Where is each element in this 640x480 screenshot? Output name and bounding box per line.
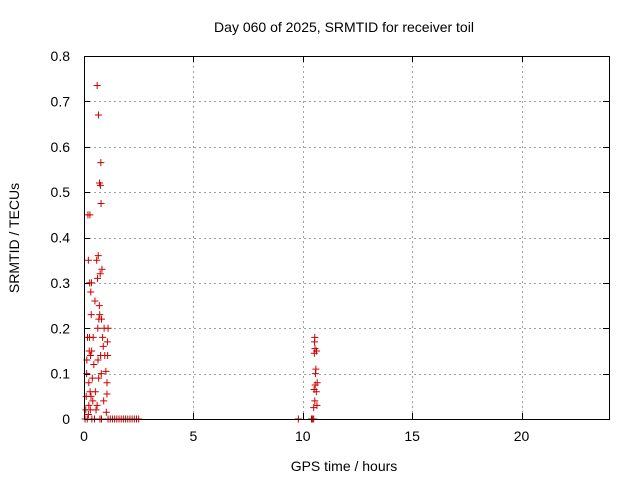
data-point: [89, 333, 97, 341]
data-point: [87, 351, 95, 359]
data-point: [312, 388, 320, 396]
data-point: [98, 315, 105, 323]
y-axis-title: SRMTID / TECUs: [6, 183, 22, 293]
data-point: [96, 181, 104, 189]
data-point: [313, 347, 321, 355]
data-point: [90, 361, 98, 369]
y-tick-label: 0.1: [51, 366, 71, 382]
y-tick-label: 0.2: [51, 320, 71, 336]
data-point: [94, 274, 102, 282]
data-point: [84, 410, 92, 418]
data-point: [311, 397, 319, 405]
data-point: [93, 256, 101, 264]
x-tick-label: 10: [295, 428, 311, 444]
data-point: [96, 311, 104, 319]
x-tick-label: 20: [514, 428, 530, 444]
data-point: [94, 111, 102, 119]
data-point: [313, 401, 321, 409]
x-axis-title: GPS time / hours: [291, 458, 398, 474]
x-tick-label: 5: [189, 428, 197, 444]
x-axis-tick-labels: 0 5 10 15 20: [80, 428, 529, 444]
data-point: [87, 392, 95, 400]
data-point: [93, 401, 101, 409]
data-point: [99, 342, 107, 350]
y-tick-label: 0.8: [51, 48, 71, 64]
data-point: [103, 390, 111, 398]
data-point: [86, 211, 94, 219]
data-point: [85, 401, 93, 409]
data-point: [91, 297, 99, 305]
chart-title: Day 060 of 2025, SRMTID for receiver toi…: [214, 19, 474, 35]
data-point: [84, 256, 92, 264]
x-tick-label: 15: [404, 428, 420, 444]
data-point: [96, 270, 104, 278]
axis-ticks: [84, 56, 609, 420]
y-tick-label: 0.7: [51, 93, 71, 109]
y-tick-label: 0.3: [51, 275, 71, 291]
data-point: [85, 379, 93, 387]
data-point: [88, 374, 96, 382]
data-point: [313, 379, 321, 387]
data-point: [102, 367, 110, 375]
y-tick-label: 0.5: [51, 184, 71, 200]
data-point: [95, 302, 103, 310]
data-point: [87, 288, 95, 296]
data-point: [104, 351, 112, 359]
data-point: [97, 199, 105, 207]
data-point: [312, 365, 320, 373]
data-point: [94, 324, 102, 332]
data-point: [91, 388, 99, 396]
data-point: [93, 81, 101, 89]
y-axis-tick-labels: 0 0.1 0.2 0.3 0.4 0.5 0.6 0.7 0.8: [51, 48, 71, 427]
data-point: [99, 333, 107, 341]
data-point: [88, 347, 96, 355]
grid-lines: [84, 56, 609, 419]
y-tick-label: 0: [62, 411, 70, 427]
data-point: [100, 397, 108, 405]
data-point: [103, 338, 111, 346]
data-point: [97, 159, 105, 167]
y-tick-label: 0.6: [51, 139, 71, 155]
data-points: [81, 81, 321, 423]
data-point: [94, 356, 102, 364]
data-point: [87, 311, 95, 319]
data-point: [104, 324, 112, 332]
data-point: [311, 333, 319, 341]
data-point: [94, 252, 102, 260]
y-tick-label: 0.4: [51, 230, 71, 246]
data-point: [98, 265, 106, 273]
x-tick-label: 0: [80, 428, 88, 444]
data-point: [92, 406, 100, 414]
data-point: [87, 279, 95, 287]
data-point: [95, 374, 103, 382]
data-point: [103, 379, 111, 387]
data-point: [89, 397, 97, 405]
data-point: [102, 408, 110, 416]
data-point: [97, 370, 105, 378]
